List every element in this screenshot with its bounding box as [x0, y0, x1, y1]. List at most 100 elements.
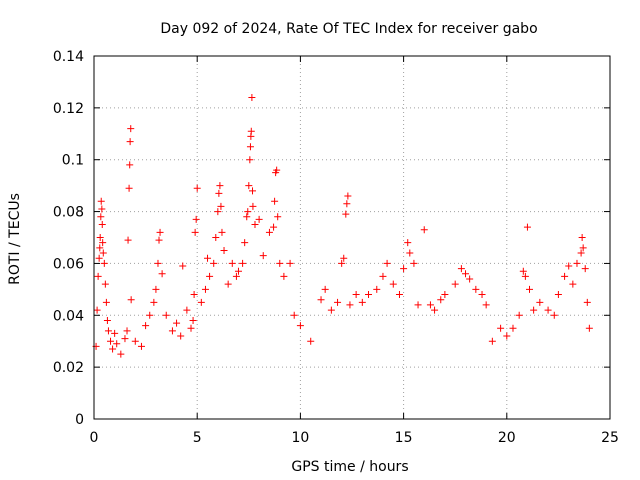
data-point: [579, 244, 587, 252]
data-point: [189, 316, 197, 324]
data-point: [544, 306, 552, 314]
data-point: [583, 298, 591, 306]
data-point: [482, 301, 490, 309]
y-tick-label: 0: [75, 412, 84, 428]
data-point: [274, 213, 282, 221]
y-tick-label: 0.02: [53, 360, 84, 376]
data-point: [338, 259, 346, 267]
data-point: [214, 208, 222, 216]
data-point: [104, 327, 112, 335]
y-tick-label: 0.14: [53, 49, 84, 65]
data-point: [265, 228, 273, 236]
data-point: [550, 311, 558, 319]
data-point: [206, 272, 214, 280]
data-point: [99, 249, 107, 257]
data-point: [573, 259, 581, 267]
data-point: [107, 337, 115, 345]
data-point: [168, 327, 176, 335]
data-point: [358, 298, 366, 306]
data-point: [255, 215, 263, 223]
data-point: [365, 291, 373, 299]
data-point: [290, 311, 298, 319]
data-point: [216, 182, 224, 190]
data-point: [124, 236, 132, 244]
data-point: [286, 259, 294, 267]
data-point: [307, 337, 315, 345]
data-point: [389, 280, 397, 288]
data-point: [192, 215, 200, 223]
data-point: [462, 270, 470, 278]
data-point: [179, 262, 187, 270]
data-point: [127, 125, 135, 133]
data-point: [93, 306, 101, 314]
data-point: [561, 272, 569, 280]
data-point: [578, 234, 586, 241]
data-point: [400, 265, 408, 273]
data-point: [521, 272, 529, 280]
data-point: [420, 226, 428, 234]
axis-ticks: 0 5 10 15 20 25 0 0.02 0.04 0.06 0.08 0.1 0.12 0.14: [53, 49, 619, 446]
data-point: [441, 291, 449, 299]
data-point: [193, 184, 201, 192]
x-tick-label: 0: [90, 430, 99, 446]
data-point: [113, 340, 121, 348]
data-point: [457, 265, 465, 273]
data-point: [162, 311, 170, 319]
data-point: [497, 324, 505, 332]
data-point: [98, 221, 106, 229]
x-tick-label: 25: [601, 430, 619, 446]
data-point: [246, 156, 254, 164]
data-point: [210, 259, 218, 267]
y-tick-label: 0.08: [53, 205, 84, 221]
data-point: [251, 221, 259, 229]
y-axis-label: ROTI / TECUs: [7, 193, 23, 285]
data-point: [466, 275, 474, 283]
data-point: [554, 291, 562, 299]
data-point: [245, 182, 253, 190]
data-point: [488, 337, 496, 345]
data-point: [156, 228, 164, 236]
data-point: [340, 254, 348, 262]
data-point: [126, 161, 134, 169]
data-point: [244, 208, 252, 216]
data-point: [478, 291, 486, 299]
data-point: [246, 143, 254, 151]
data-point: [346, 301, 354, 309]
data-point: [103, 316, 111, 324]
data-point: [220, 246, 228, 254]
data-point: [96, 234, 104, 241]
data-point: [271, 197, 279, 205]
data-point: [228, 259, 236, 267]
data-point: [212, 234, 220, 241]
data-point: [248, 93, 256, 101]
data-point: [373, 285, 381, 293]
data-point: [150, 298, 158, 306]
data-point: [383, 259, 391, 267]
data-point: [109, 345, 117, 353]
data-point: [410, 259, 418, 267]
data-point: [187, 324, 195, 332]
data-point: [183, 306, 191, 314]
data-point: [379, 272, 387, 280]
data-point: [334, 298, 342, 306]
data-point: [565, 262, 573, 270]
data-point: [321, 285, 329, 293]
data-point: [581, 265, 589, 273]
data-point: [191, 228, 199, 236]
data-point: [317, 296, 325, 304]
data-point: [249, 202, 257, 210]
data-point: [431, 306, 439, 314]
data-point: [204, 254, 212, 262]
data-point: [259, 252, 267, 260]
data-point: [117, 350, 125, 358]
data-point: [247, 127, 255, 135]
data-point: [343, 200, 351, 208]
y-tick-label: 0.1: [62, 153, 84, 169]
x-tick-label: 5: [193, 430, 202, 446]
data-point: [99, 239, 107, 247]
data-point: [126, 138, 134, 146]
data-point: [530, 306, 538, 314]
data-point: [127, 296, 135, 304]
data-points: [92, 93, 593, 358]
data-point: [101, 280, 109, 288]
